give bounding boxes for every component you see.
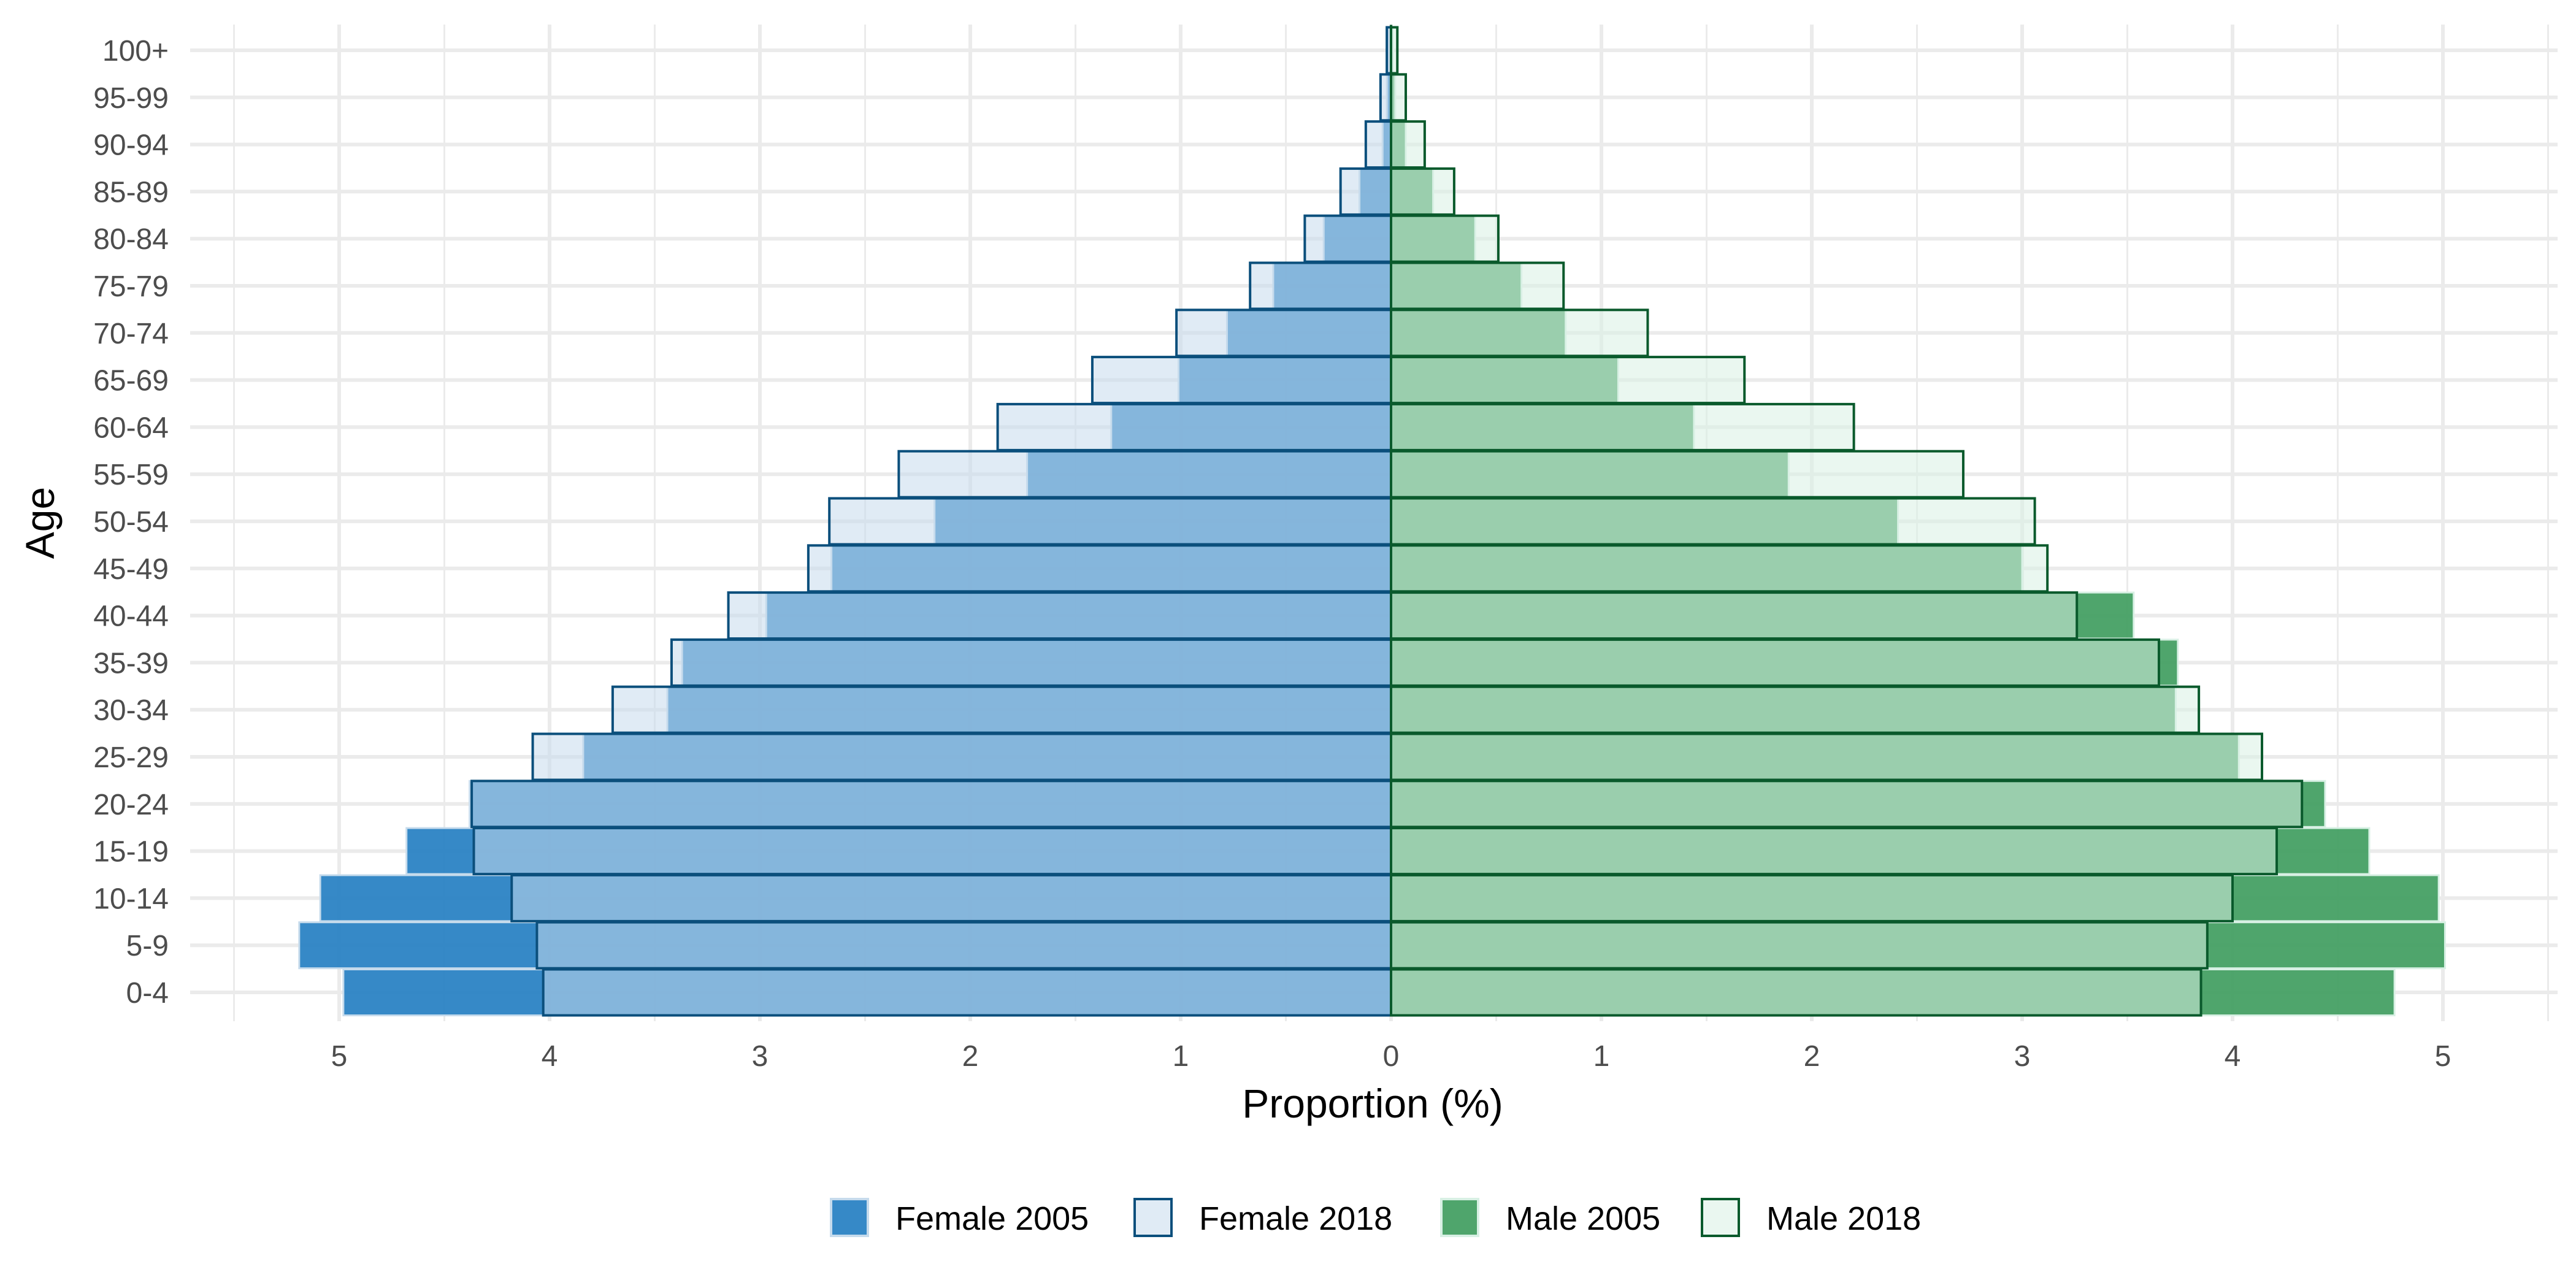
- bar-male-2018-30-34: [1390, 685, 2201, 734]
- y-tick-label: 70-74: [93, 318, 169, 350]
- bar-male-2018-85-89: [1390, 167, 1455, 216]
- y-tick-label: 35-39: [93, 647, 169, 680]
- x-tick-label: 5: [331, 1040, 348, 1073]
- legend-key-female-2005: [830, 1198, 869, 1237]
- bar-female-2018-75-79: [1249, 261, 1392, 310]
- x-tick-label: 4: [542, 1040, 558, 1073]
- bar-female-2018-0-4: [542, 968, 1393, 1017]
- bar-female-2018-20-24: [470, 780, 1393, 829]
- x-tick-label: 2: [1804, 1040, 1820, 1073]
- y-tick-label: 25-29: [93, 742, 169, 774]
- bar-female-2018-60-64: [996, 402, 1392, 451]
- x-tick-label: 2: [962, 1040, 979, 1073]
- bar-male-2018-80-84: [1390, 214, 1500, 263]
- bar-female-2018-15-19: [472, 827, 1392, 876]
- y-tick-label: 80-84: [93, 223, 169, 256]
- legend-key-male-2018: [1701, 1198, 1740, 1237]
- y-tick-label: 75-79: [93, 270, 169, 303]
- y-tick-label: 45-49: [93, 553, 169, 586]
- x-tick-label: 3: [752, 1040, 769, 1073]
- legend-label-female-2005: Female 2005: [895, 1200, 1089, 1237]
- x-tick-label: 1: [1173, 1040, 1189, 1073]
- y-tick-label: 95-99: [93, 82, 169, 115]
- y-tick-label: 90-94: [93, 129, 169, 162]
- bar-male-2018-90-94: [1390, 120, 1426, 169]
- bar-male-2018-35-39: [1390, 638, 2160, 687]
- bar-female-2018-10-14: [510, 873, 1392, 922]
- y-tick-label: 40-44: [93, 600, 169, 633]
- bar-male-2018-75-79: [1390, 261, 1565, 310]
- y-tick-labels: 0-4 5-9 10-14 15-19 20-24 25-29 30-34 35-39 40-4…: [93, 35, 169, 1010]
- bar-male-2018-0-4: [1390, 968, 2202, 1017]
- y-tick-label: 10-14: [93, 883, 169, 915]
- bar-male-2018-10-14: [1390, 873, 2234, 922]
- y-tick-label: 85-89: [93, 176, 169, 209]
- y-tick-label: 100+: [102, 35, 169, 67]
- bar-female-2018-65-69: [1091, 356, 1392, 405]
- y-tick-label: 30-34: [93, 694, 169, 727]
- legend-label-female-2018: Female 2018: [1199, 1200, 1392, 1237]
- bar-male-2018-55-59: [1390, 450, 1965, 499]
- bar-male-2018-20-24: [1390, 780, 2304, 829]
- bar-male-2018-50-54: [1390, 497, 2036, 546]
- bar-male-2018-95-99: [1390, 73, 1408, 122]
- bar-female-2018-55-59: [897, 450, 1392, 499]
- bar-female-2018-90-94: [1364, 120, 1393, 169]
- bar-male-2018-45-49: [1390, 544, 2049, 593]
- x-tick-label: 3: [2014, 1040, 2031, 1073]
- legend-label-male-2018: Male 2018: [1766, 1200, 1921, 1237]
- bar-female-2018-40-44: [727, 591, 1392, 640]
- legend-key-male-2005: [1440, 1198, 1479, 1237]
- x-tick-label: 5: [2435, 1040, 2451, 1073]
- bar-female-2018-80-84: [1303, 214, 1393, 263]
- bars-layer: [298, 25, 2446, 1017]
- y-tick-label: 50-54: [93, 506, 169, 539]
- bar-male-2018-15-19: [1390, 827, 2279, 876]
- x-tick-label: 0: [1383, 1040, 1400, 1073]
- bar-male-2018-25-29: [1390, 732, 2264, 781]
- y-tick-label: 15-19: [93, 836, 169, 868]
- y-tick-label: 55-59: [93, 459, 169, 491]
- bar-female-2018-30-34: [611, 685, 1392, 734]
- legend: Female 2005 Female 2018 Male 2005 Male 2018: [830, 1198, 1921, 1237]
- x-tick-label: 4: [2225, 1040, 2241, 1073]
- legend-key-female-2018: [1133, 1198, 1173, 1237]
- bar-female-2018-35-39: [670, 638, 1392, 687]
- bar-female-2018-85-89: [1339, 167, 1392, 216]
- bar-female-2018-70-74: [1175, 309, 1392, 358]
- bar-male-2018-65-69: [1390, 356, 1746, 405]
- bar-female-2018-45-49: [807, 544, 1392, 593]
- y-tick-label: 0-4: [126, 977, 169, 1010]
- x-axis-title: Proportion (%): [1242, 1081, 1503, 1126]
- bar-female-2018-95-99: [1379, 73, 1393, 122]
- y-tick-label: 5-9: [126, 930, 169, 962]
- x-tick-label: 1: [1593, 1040, 1610, 1073]
- y-axis-title: Age: [17, 487, 63, 559]
- x-tick-labels: 5 4 3 2 1 0 1 2 3 4 5: [331, 1040, 2451, 1073]
- y-tick-label: 65-69: [93, 365, 169, 397]
- bar-female-2018-50-54: [828, 497, 1392, 546]
- bar-male-2018-5-9: [1390, 921, 2209, 970]
- bar-female-2018-5-9: [535, 921, 1392, 970]
- bar-male-2018-70-74: [1390, 309, 1649, 358]
- bar-female-2018-25-29: [531, 732, 1392, 781]
- legend-label-male-2005: Male 2005: [1506, 1200, 1660, 1237]
- y-tick-label: 60-64: [93, 412, 169, 444]
- bar-male-2018-60-64: [1390, 402, 1855, 451]
- bar-male-2018-40-44: [1390, 591, 2079, 640]
- y-tick-label: 20-24: [93, 789, 169, 821]
